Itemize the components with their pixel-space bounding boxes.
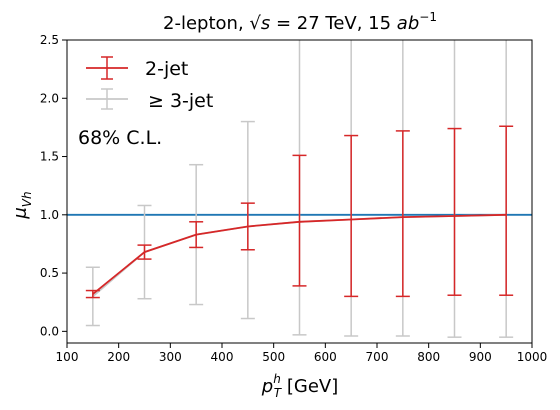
y-tick-label-2: 1.0 — [40, 208, 59, 222]
legend-3-jet-label: ≥ 3-jet — [148, 90, 213, 112]
x-tick-label-3: 400 — [211, 350, 234, 364]
x-tick-label-7: 800 — [417, 350, 440, 364]
axes: 100 200 300 400 500 600 700 800 900 1000 0.0 0.5 1.0… — [40, 33, 547, 364]
plot-area — [67, 40, 532, 338]
x-tick-label-4: 500 — [262, 350, 285, 364]
x-axis-label: ph T [GeV] — [261, 372, 339, 400]
y-tick-label-0: 0.0 — [40, 324, 59, 338]
legend-2-jet-label: 2-jet — [145, 58, 188, 80]
x-tick-label-0: 100 — [56, 350, 79, 364]
x-tick-label-5: 600 — [314, 350, 337, 364]
y-axis-label: μVh — [10, 191, 34, 219]
y-tick-label-5: 2.5 — [40, 33, 59, 47]
confidence-level-annotation: 68% C.L. — [78, 127, 162, 149]
legend-entry-2-jet: 2-jet — [86, 56, 188, 80]
legend-entry-3-jet: ≥ 3-jet — [86, 88, 213, 112]
plot-content — [67, 40, 532, 338]
x-tick-label-8: 900 — [469, 350, 492, 364]
chart-title: 2-lepton, √s = 27 TeV, 15 ab−1 — [163, 10, 437, 34]
x-tick-label-9: 1000 — [517, 350, 548, 364]
legend: 2-jet ≥ 3-jet — [86, 56, 213, 112]
y-tick-label-3: 1.5 — [40, 150, 59, 164]
x-tick-label-6: 700 — [366, 350, 389, 364]
x-tick-label-2: 300 — [159, 350, 182, 364]
axes-frame — [66, 39, 533, 344]
x-tick-label-1: 200 — [107, 350, 130, 364]
y-tick-label-1: 0.5 — [40, 266, 59, 280]
y-tick-label-4: 2.0 — [40, 91, 59, 105]
series-line-2-jet — [92, 213, 507, 295]
